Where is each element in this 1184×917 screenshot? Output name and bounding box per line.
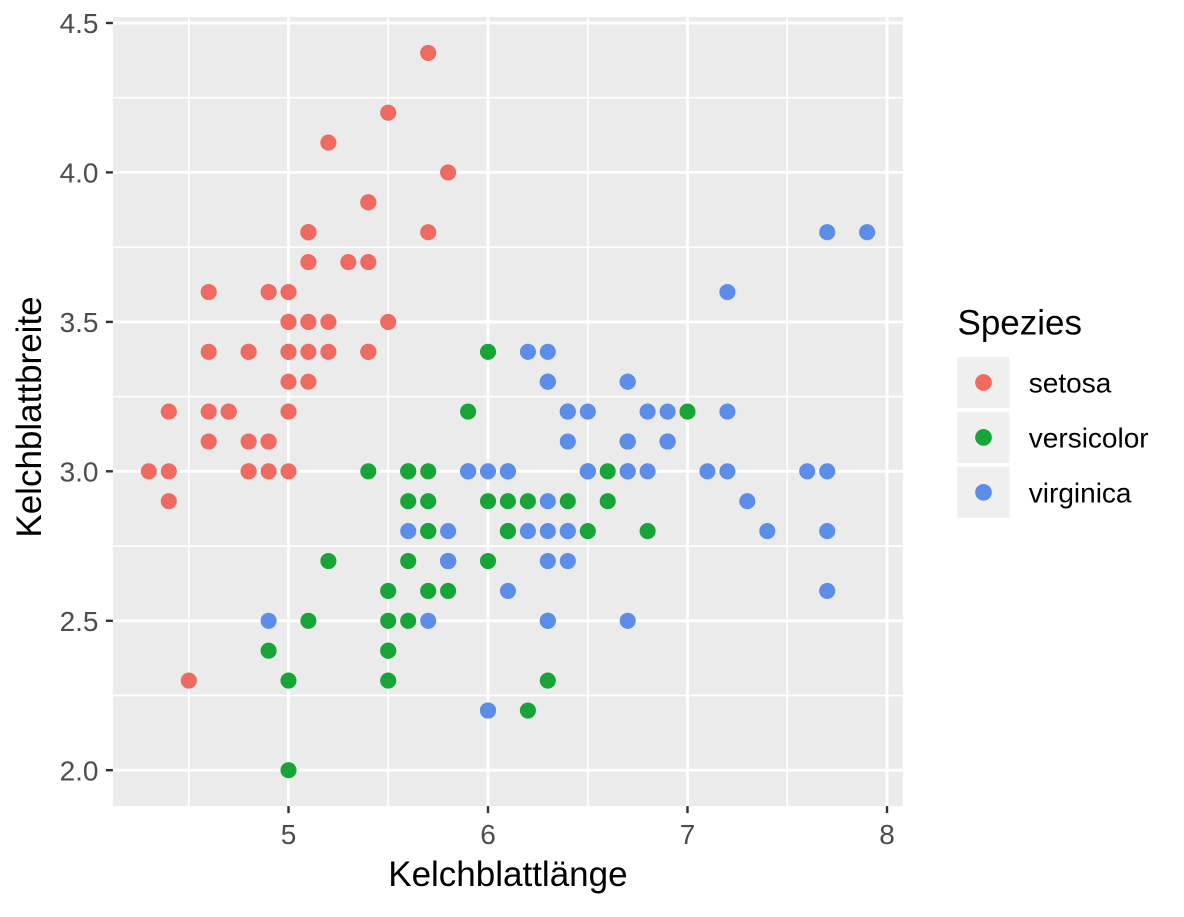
svg-text:Kelchblattlänge: Kelchblattlänge [388,855,627,894]
svg-text:virginica: virginica [1029,478,1132,509]
svg-text:setosa: setosa [1029,368,1112,399]
svg-text:5: 5 [281,819,297,850]
svg-text:versicolor: versicolor [1029,423,1149,454]
svg-text:4.0: 4.0 [60,158,99,189]
svg-text:3.0: 3.0 [60,457,99,488]
svg-text:8: 8 [879,819,895,850]
svg-text:2.5: 2.5 [60,606,99,637]
svg-text:Kelchblattbreite: Kelchblattbreite [10,296,49,537]
svg-text:6: 6 [480,819,496,850]
svg-text:Spezies: Spezies [958,303,1083,342]
svg-text:2.0: 2.0 [60,756,99,787]
svg-text:3.5: 3.5 [60,307,99,338]
svg-text:7: 7 [680,819,696,850]
svg-text:4.5: 4.5 [60,8,99,39]
